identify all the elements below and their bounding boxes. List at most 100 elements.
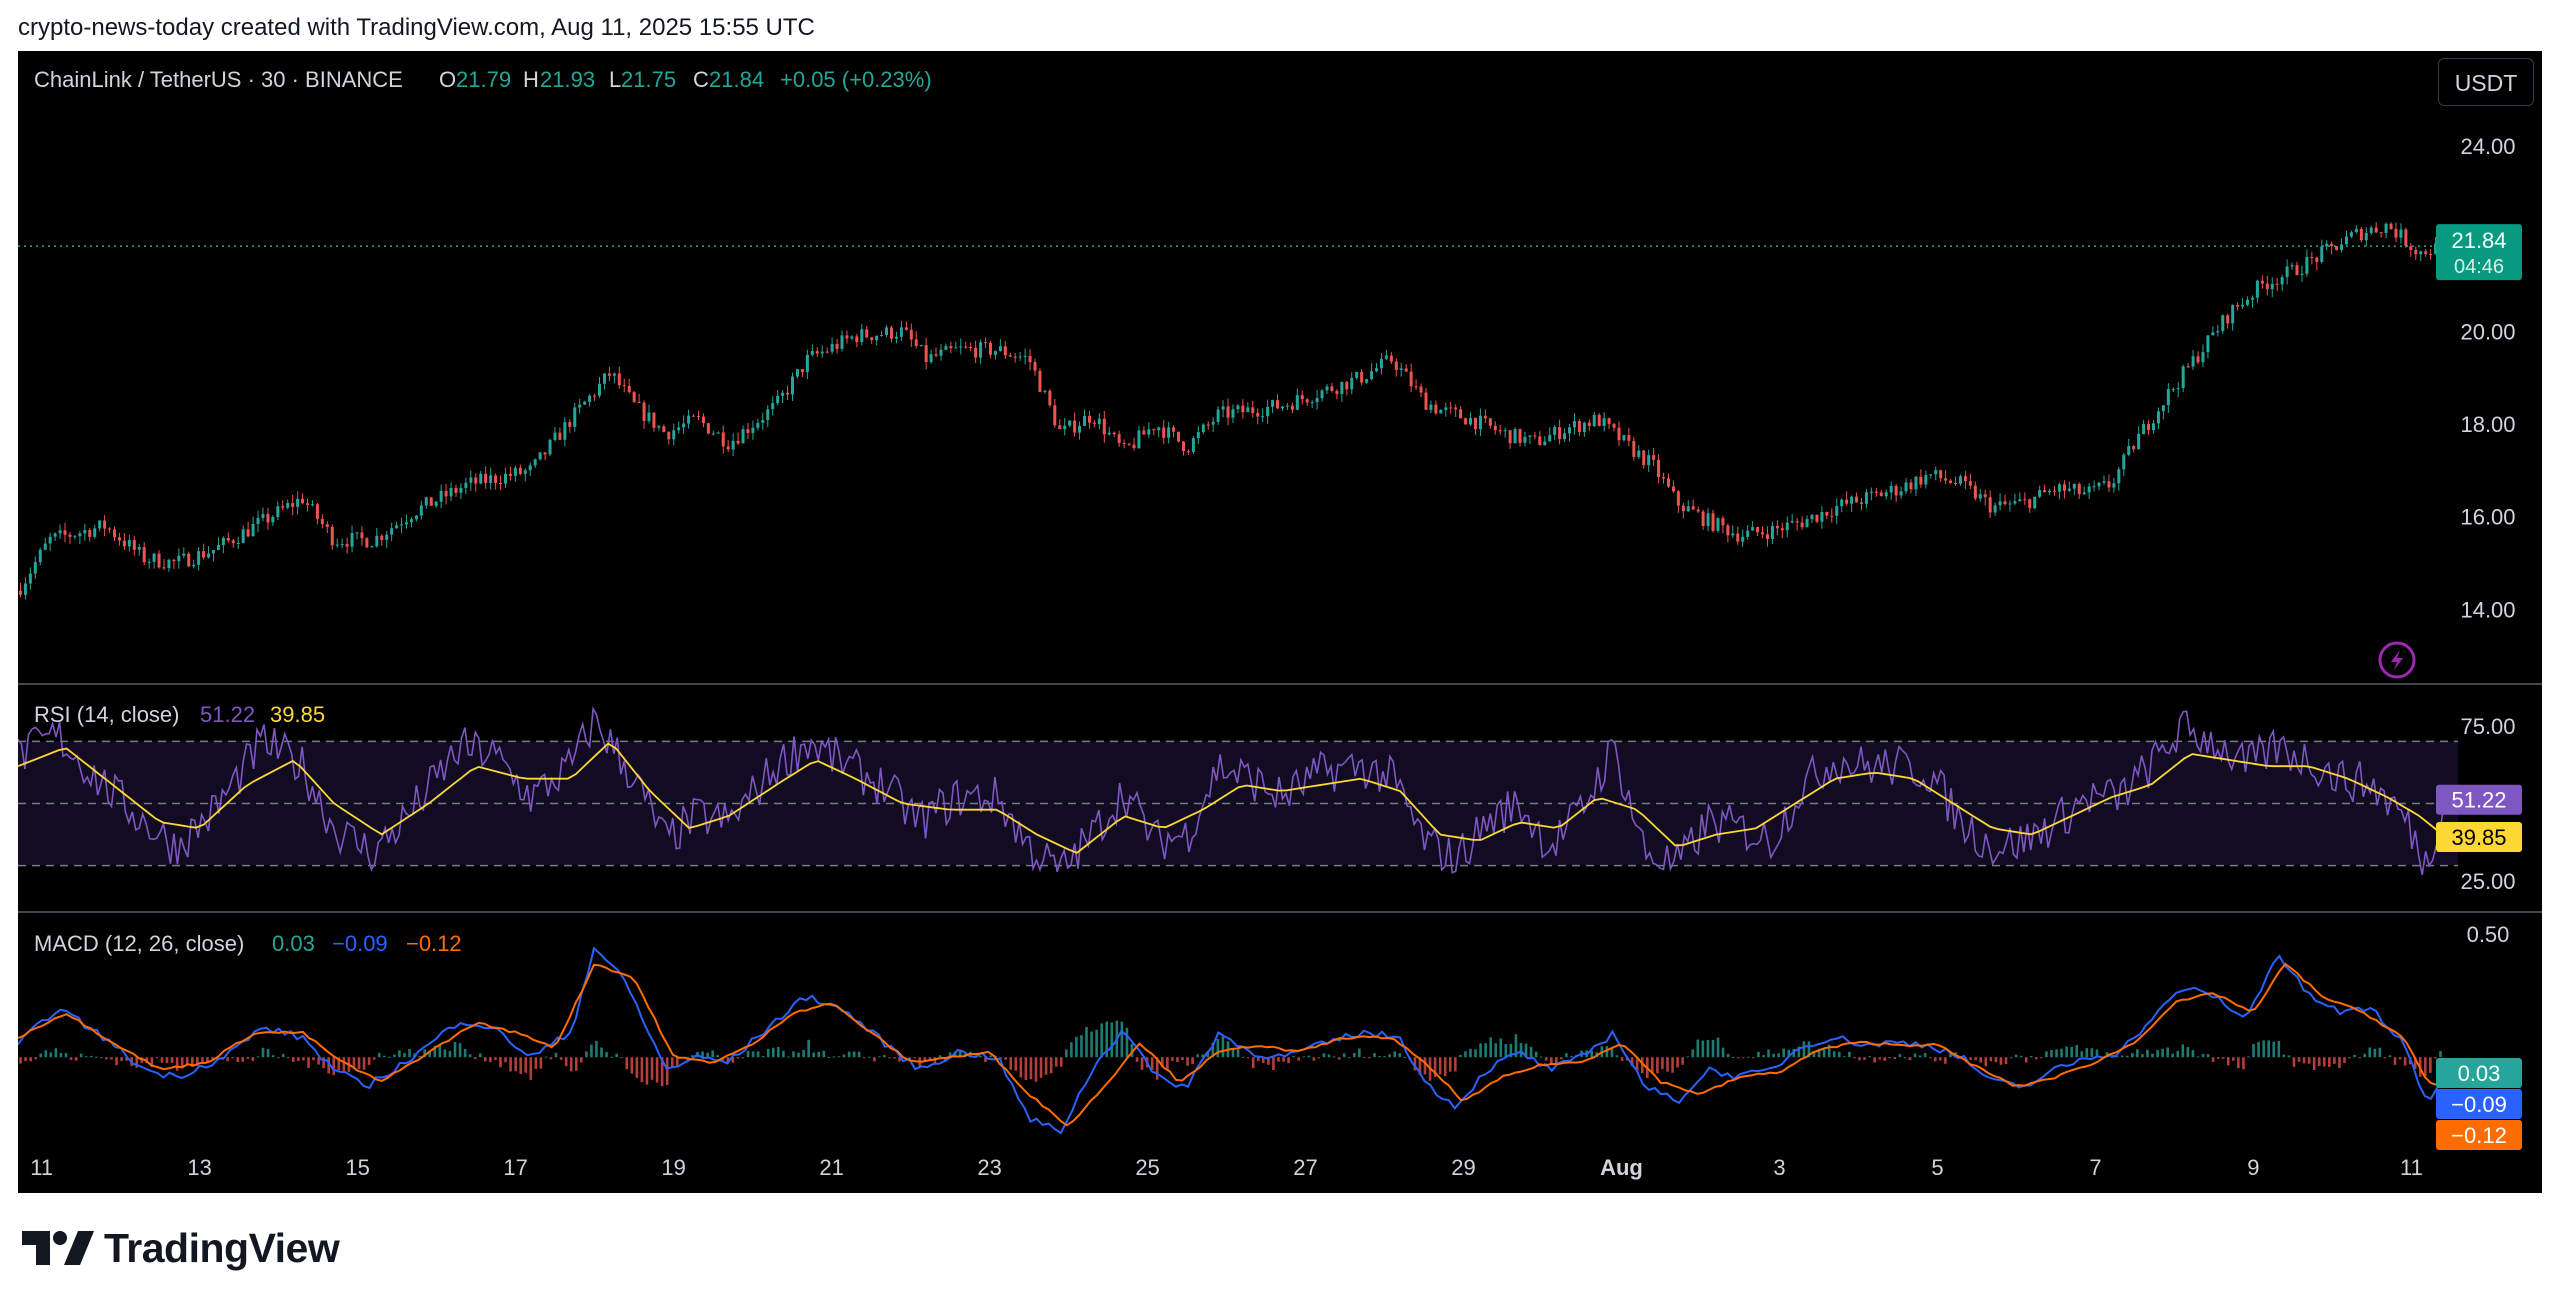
- candle-body: [1013, 356, 1017, 358]
- macd-hist-tag: [2436, 1058, 2522, 1088]
- candle-body: [1815, 514, 1819, 522]
- macd-histogram-bar: [736, 1057, 740, 1059]
- candle-body: [88, 530, 92, 537]
- macd-histogram-bar: [711, 1050, 714, 1058]
- candle-body: [395, 525, 399, 529]
- candle-body: [2320, 246, 2324, 262]
- macd-histogram-bar: [1120, 1021, 1124, 1058]
- candle-body: [117, 537, 121, 541]
- candle-body: [1954, 483, 1958, 485]
- candle-body: [1612, 423, 1616, 428]
- macd-histogram-bar: [1676, 1057, 1679, 1068]
- candle-body: [1577, 421, 1581, 433]
- chart-frame[interactable]: ChainLink / TetherUS · 30 · BINANCE O 21…: [18, 51, 2542, 1193]
- candle-body: [736, 440, 740, 444]
- candle-body: [2072, 484, 2076, 489]
- candle-body: [1983, 494, 1987, 498]
- candle-body: [1780, 528, 1784, 531]
- candle-body: [1310, 402, 1314, 404]
- candle-body: [696, 416, 700, 418]
- candle-body: [187, 553, 191, 567]
- macd-histogram-bar: [423, 1049, 426, 1058]
- candle-body: [756, 422, 760, 428]
- candle-body: [1988, 497, 1992, 513]
- candle-body: [815, 351, 819, 354]
- macd-histogram-bar: [2257, 1041, 2260, 1058]
- macd-histogram-bar: [1135, 1057, 1139, 1062]
- macd-histogram-bar: [1191, 1057, 1194, 1065]
- macd-histogram-bar: [19, 1057, 22, 1064]
- candle-body: [2166, 389, 2170, 406]
- candle-body: [503, 473, 507, 484]
- candle-body: [246, 529, 250, 537]
- macd-histogram-bar: [2146, 1049, 2149, 1058]
- macd-histogram-bar: [105, 1057, 108, 1060]
- candle-body: [1756, 527, 1760, 533]
- close-label: C: [693, 67, 709, 92]
- candle-body: [1627, 435, 1631, 441]
- candle-body: [984, 342, 988, 344]
- macd-histogram-bar: [185, 1057, 189, 1065]
- last-price-value: 21.84: [2451, 228, 2506, 253]
- candle-body: [53, 533, 57, 537]
- candle-body: [1028, 355, 1032, 363]
- macd-histogram-bar: [1812, 1051, 1816, 1058]
- candle-body: [1285, 405, 1289, 407]
- macd-histogram-bar: [1241, 1056, 1245, 1058]
- time-axis-tick: 19: [661, 1155, 685, 1180]
- macd-histogram-bar: [292, 1057, 295, 1062]
- candle-body: [593, 395, 597, 397]
- macd-histogram-bar: [1277, 1057, 1280, 1062]
- macd-histogram-bar: [827, 1056, 831, 1058]
- macd-histogram-bar: [448, 1050, 452, 1058]
- tradingview-logo[interactable]: TradingView: [22, 1225, 340, 1272]
- candle-body: [1355, 372, 1359, 378]
- macd-histogram-bar: [1691, 1049, 1695, 1058]
- macd-histogram-bar: [1565, 1053, 1568, 1058]
- macd-histogram-bar: [1888, 1057, 1892, 1059]
- currency-button[interactable]: USDT: [2438, 58, 2534, 106]
- price-axis-tick: 20.00: [2460, 319, 2515, 344]
- macd-histogram-bar: [1262, 1057, 1265, 1064]
- candle-body: [1761, 532, 1765, 535]
- candle-body: [1568, 427, 1572, 434]
- macd-histogram-bar: [241, 1057, 245, 1062]
- macd-histogram-bar: [2075, 1045, 2079, 1058]
- rsi-ma-tag-text: 39.85: [2451, 825, 2506, 850]
- macd-histogram-bar: [691, 1055, 694, 1058]
- macd-histogram-bar: [1529, 1046, 1533, 1058]
- candle-body: [1058, 425, 1062, 430]
- macd-histogram-bar: [1873, 1057, 1876, 1063]
- candle-body: [1078, 425, 1082, 433]
- candle-body: [113, 529, 117, 538]
- lightning-bolt-icon[interactable]: [2378, 641, 2416, 679]
- candle-body: [1092, 422, 1096, 424]
- macd-histogram-bar: [852, 1051, 856, 1058]
- macd-histogram-bar: [1969, 1057, 1972, 1060]
- candle-body: [127, 540, 131, 547]
- candle-body: [588, 395, 592, 402]
- macd-histogram-bar: [1752, 1057, 1755, 1059]
- candle-body: [979, 342, 983, 358]
- macd-histogram-bar: [2085, 1048, 2089, 1058]
- macd-histogram-bar: [2373, 1048, 2377, 1058]
- candle-body: [2429, 254, 2433, 256]
- macd-histogram-bar: [494, 1057, 497, 1060]
- time-axis-tick: 3: [1773, 1155, 1785, 1180]
- macd-histogram-bar: [64, 1053, 68, 1058]
- macd-histogram-bar: [847, 1051, 851, 1058]
- candle-body: [1820, 511, 1824, 522]
- candle-body: [1825, 511, 1829, 516]
- candle-body: [2122, 454, 2126, 470]
- chart-canvas[interactable]: ChainLink / TetherUS · 30 · BINANCE O 21…: [18, 51, 2542, 1193]
- candle-body: [315, 504, 319, 519]
- macd-histogram-bar: [1393, 1051, 1396, 1058]
- macd-signal-line: [18, 962, 2444, 1127]
- macd-histogram-bar: [1176, 1057, 1179, 1062]
- candle-body: [934, 354, 938, 356]
- macd-histogram-bar: [2277, 1040, 2281, 1058]
- candle-body: [2028, 499, 2032, 509]
- macd-histogram-bar: [2110, 1056, 2114, 1058]
- candle-body: [771, 403, 775, 410]
- candle-body: [1632, 440, 1636, 457]
